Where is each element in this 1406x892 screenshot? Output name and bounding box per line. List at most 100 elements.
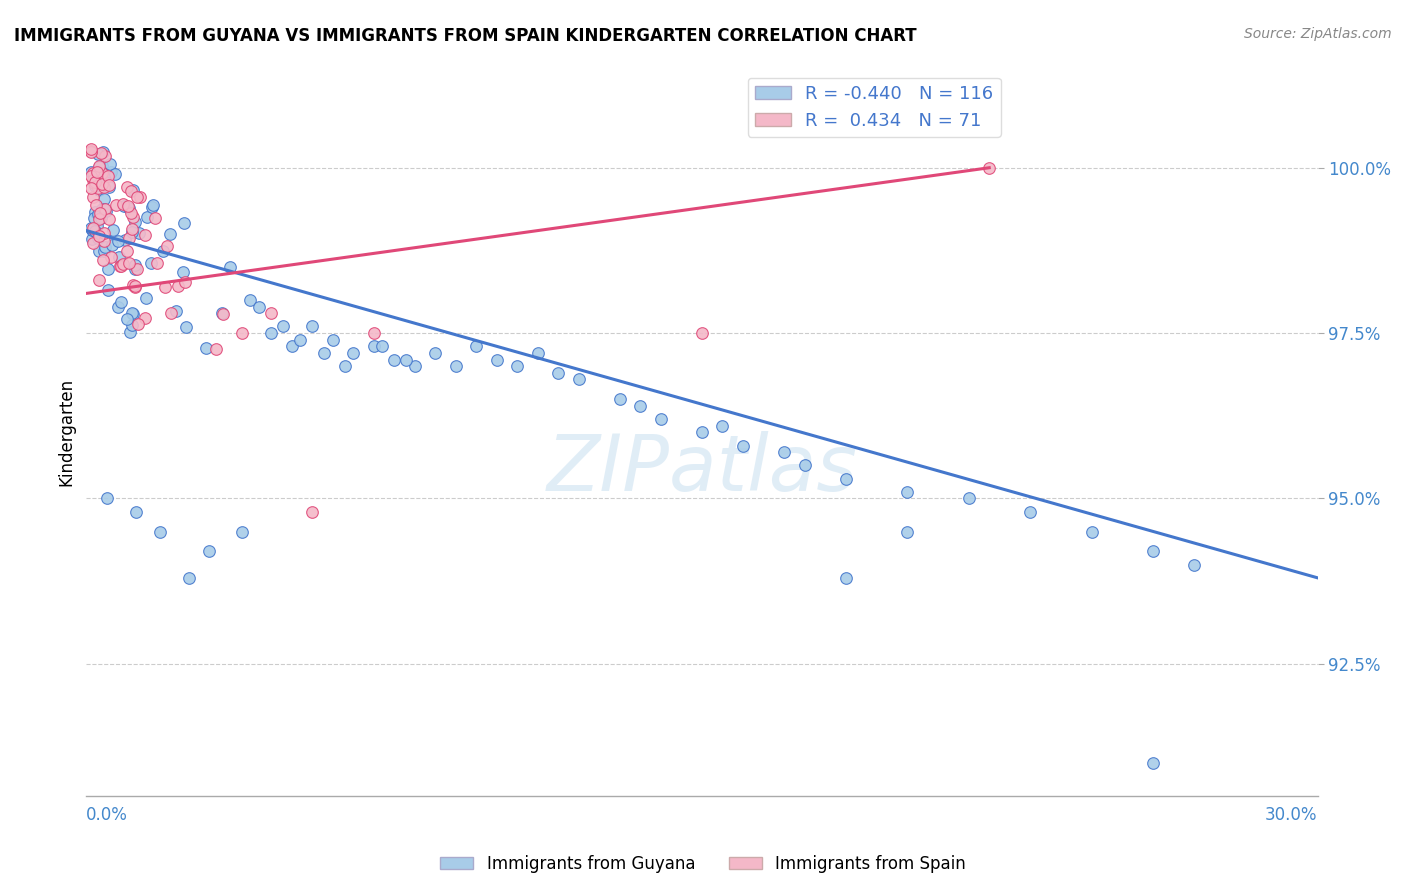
Point: [194, 341, 217, 355]
Point: [94, 202, 117, 216]
Point: [425, 346, 447, 360]
Point: [114, 233, 136, 247]
Point: [609, 392, 631, 407]
Point: [79, 145, 101, 160]
Point: [82, 166, 104, 180]
Point: [128, 226, 150, 240]
Point: [86, 147, 108, 161]
Point: [93, 180, 115, 194]
Point: [117, 256, 139, 270]
Point: [80, 223, 103, 237]
Point: [94, 168, 117, 182]
Point: [979, 161, 1001, 175]
Point: [139, 255, 162, 269]
Point: [135, 291, 157, 305]
Point: [84, 224, 107, 238]
Point: [773, 445, 796, 459]
Point: [896, 524, 918, 539]
Point: [97, 179, 120, 194]
Point: [96, 203, 118, 218]
Point: [247, 300, 270, 314]
Point: [110, 260, 132, 274]
Point: [100, 250, 122, 264]
Point: [82, 190, 104, 204]
Point: [80, 169, 103, 184]
Point: [94, 240, 117, 254]
Point: [1184, 558, 1206, 572]
Point: [1142, 544, 1164, 558]
Point: [271, 319, 294, 334]
Point: [97, 212, 120, 227]
Point: [363, 339, 385, 353]
Point: [834, 571, 856, 585]
Point: [1081, 524, 1104, 539]
Point: [89, 211, 111, 226]
Point: [120, 205, 142, 219]
Point: [86, 181, 108, 195]
Point: [83, 211, 105, 225]
Point: [205, 342, 228, 356]
Point: [136, 211, 159, 225]
Point: [231, 326, 253, 340]
Point: [87, 244, 110, 259]
Point: [80, 144, 103, 158]
Point: [134, 227, 156, 242]
Point: [87, 228, 110, 243]
Point: [97, 283, 120, 297]
Point: [444, 359, 467, 374]
Point: [118, 325, 141, 339]
Point: [90, 202, 112, 216]
Point: [117, 311, 139, 326]
Point: [174, 320, 197, 334]
Point: [86, 198, 108, 212]
Point: [650, 412, 672, 426]
Point: [107, 234, 129, 248]
Point: [231, 524, 253, 539]
Point: [1142, 756, 1164, 770]
Point: [465, 339, 488, 353]
Point: [322, 333, 344, 347]
Point: [121, 221, 143, 235]
Point: [395, 352, 418, 367]
Point: [212, 307, 235, 321]
Point: [128, 190, 150, 204]
Point: [112, 257, 135, 271]
Point: [111, 197, 134, 211]
Point: [115, 179, 138, 194]
Point: [91, 145, 114, 159]
Point: [91, 165, 114, 179]
Point: [153, 279, 176, 293]
Point: [568, 372, 591, 386]
Point: [834, 472, 856, 486]
Point: [127, 318, 149, 332]
Point: [107, 300, 129, 314]
Point: [82, 221, 104, 235]
Point: [83, 176, 105, 190]
Point: [104, 198, 127, 212]
Point: [628, 399, 651, 413]
Point: [91, 252, 114, 267]
Point: [1019, 505, 1042, 519]
Point: [90, 146, 112, 161]
Point: [301, 505, 323, 519]
Point: [87, 183, 110, 197]
Point: [382, 352, 405, 367]
Text: 30.0%: 30.0%: [1265, 806, 1317, 824]
Point: [117, 199, 139, 213]
Point: [118, 231, 141, 245]
Legend: Immigrants from Guyana, Immigrants from Spain: Immigrants from Guyana, Immigrants from …: [433, 848, 973, 880]
Point: [98, 157, 121, 171]
Point: [167, 279, 190, 293]
Point: [124, 278, 146, 293]
Point: [100, 238, 122, 252]
Point: [121, 278, 143, 293]
Point: [84, 175, 107, 189]
Point: [219, 260, 242, 274]
Point: [93, 234, 115, 248]
Point: [145, 256, 167, 270]
Point: [121, 318, 143, 332]
Y-axis label: Kindergarten: Kindergarten: [58, 378, 75, 486]
Point: [93, 244, 115, 258]
Point: [124, 505, 146, 519]
Point: [314, 346, 336, 360]
